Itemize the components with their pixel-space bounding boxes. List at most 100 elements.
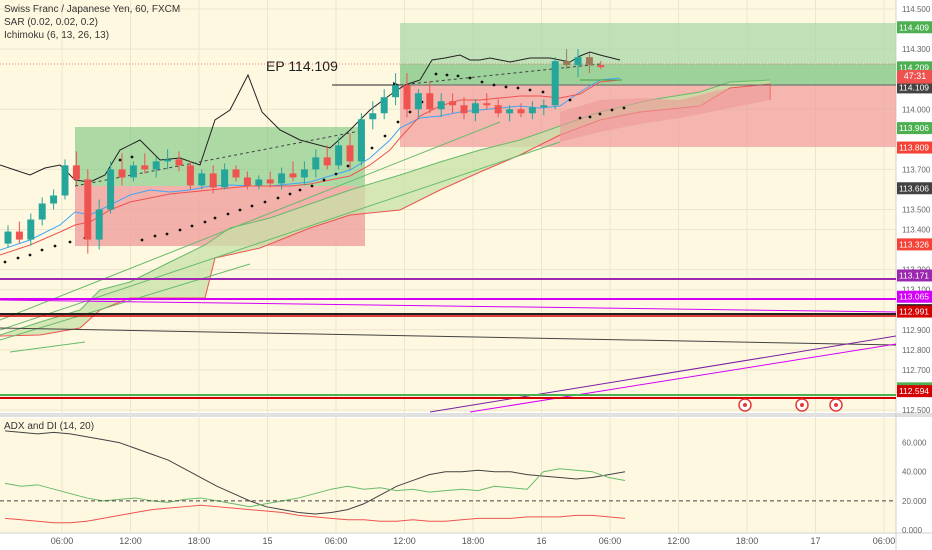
price-tick-label: 113.100 <box>902 286 931 295</box>
candle-body <box>141 165 149 170</box>
candle-body <box>152 161 160 170</box>
sar-dot <box>408 110 412 114</box>
price-level-label: 113.065 <box>899 292 929 302</box>
price-level-label: 113.809 <box>899 143 929 153</box>
ichimoku-legend[interactable]: Ichimoku (6, 13, 26, 13) <box>4 30 110 41</box>
trendline-black-long <box>0 327 897 346</box>
sar-dot <box>434 72 438 76</box>
price-level-label: 114.209 <box>899 62 929 72</box>
event-marker-1-dot <box>743 403 747 407</box>
time-tick-label: 12:00 <box>393 536 416 546</box>
candle-body <box>380 97 388 114</box>
price-level-badge <box>897 269 932 282</box>
time-tick-label: 06:00 <box>599 536 622 546</box>
trendline-green-4 <box>9 341 86 353</box>
sar-dot <box>578 116 582 120</box>
candle-body <box>266 179 274 184</box>
sar-dot <box>492 83 496 87</box>
price-tick-label: 112.800 <box>902 346 931 355</box>
price-level-badge <box>897 81 932 94</box>
event-marker-2-dot <box>800 403 804 407</box>
sar-legend[interactable]: SAR (0.02, 0.02, 0.2) <box>4 17 98 28</box>
candle-body <box>392 85 400 98</box>
candle-body <box>460 105 468 114</box>
sar-dot <box>622 106 626 110</box>
sar-dot <box>322 178 326 182</box>
candle-body <box>198 173 206 186</box>
sar-dot <box>588 115 592 119</box>
adx-axis[interactable]: 60.000 40.000 20.000 0.000 <box>902 439 927 535</box>
candle-body <box>517 109 525 114</box>
price-tick-label: 113.500 <box>902 206 931 215</box>
sar-dot <box>226 212 230 216</box>
indicator-pane-background[interactable] <box>0 418 896 533</box>
price-level-badge <box>897 21 932 34</box>
candle-body <box>426 93 434 110</box>
sar-dot <box>3 260 7 264</box>
price-level-badge <box>897 182 932 195</box>
sar-dot <box>263 200 267 204</box>
sar-dot <box>445 73 449 77</box>
candle-body <box>95 209 103 240</box>
economic-event-markers[interactable] <box>738 398 843 412</box>
price-tick-label: 113.400 <box>902 226 931 235</box>
candle-body <box>494 105 502 114</box>
candle-body <box>118 169 126 178</box>
price-level-label: 114.109 <box>899 82 929 92</box>
sar-dot <box>28 253 32 257</box>
ichimoku-cloud-green <box>0 80 770 335</box>
sar-dot <box>165 232 169 236</box>
sar-dot <box>456 74 460 78</box>
time-tick-label: 18:00 <box>462 536 485 546</box>
candle-body <box>129 165 137 178</box>
candle-body <box>27 219 35 240</box>
trendline-magenta-diag <box>0 299 897 313</box>
sar-dot <box>516 86 520 90</box>
candle-body <box>414 93 422 110</box>
candle-body <box>255 179 263 186</box>
time-axis[interactable]: 06:00 12:00 18:00 15 06:00 12:00 18:00 16 06:00 1… <box>51 536 896 546</box>
candle-body <box>209 173 217 188</box>
sar-dot <box>250 204 254 208</box>
sar-dot <box>190 224 194 228</box>
price-level-badge <box>897 238 932 251</box>
candle-body <box>107 169 115 210</box>
candle-body <box>312 157 320 170</box>
price-level-label: 112.594 <box>899 386 929 396</box>
candle-body <box>346 145 354 162</box>
event-marker-3-dot <box>834 403 838 407</box>
adx-tick-label: 20.000 <box>902 497 927 506</box>
candle-body <box>300 169 308 178</box>
symbol-legend[interactable]: Swiss Franc / Japanese Yen, 60, FXCM <box>4 4 181 15</box>
candle-body <box>243 177 251 186</box>
sar-dot <box>310 184 314 188</box>
price-tick-label: 114.000 <box>902 105 931 114</box>
candle-body <box>574 57 582 66</box>
candle-body <box>449 101 457 106</box>
sar-dot <box>346 164 350 168</box>
adx-tick-label: 40.000 <box>902 468 927 477</box>
sar-dot <box>276 196 280 200</box>
candle-body <box>4 231 12 244</box>
sar-dot <box>178 228 182 232</box>
price-level-label: 114.409 <box>899 22 929 32</box>
candle-body <box>335 145 343 166</box>
price-tick-label: 112.500 <box>902 406 931 415</box>
sar-dot <box>480 80 484 84</box>
time-tick-label: 06:00 <box>51 536 74 546</box>
trendline-purple-2 <box>469 343 897 413</box>
sar-dot <box>68 240 72 244</box>
trendline-green-1 <box>0 121 501 321</box>
adx-legend[interactable]: ADX and DI (14, 20) <box>4 421 95 432</box>
countdown-badge: 47:31 <box>898 70 932 82</box>
time-tick-label: 17 <box>810 536 820 546</box>
price-level-badge <box>897 141 932 154</box>
sar-dot <box>16 256 20 260</box>
time-tick-label: 06:00 <box>325 536 348 546</box>
price-level-label: 113.326 <box>899 239 929 249</box>
adx-tick-label: 60.000 <box>902 439 927 448</box>
adx-tick-label: 0.000 <box>902 526 923 535</box>
time-tick-label: 06:00 <box>873 536 896 546</box>
price-axis[interactable]: 114.500 114.300 114.000 113.700 113.500 113.4… <box>897 5 932 415</box>
